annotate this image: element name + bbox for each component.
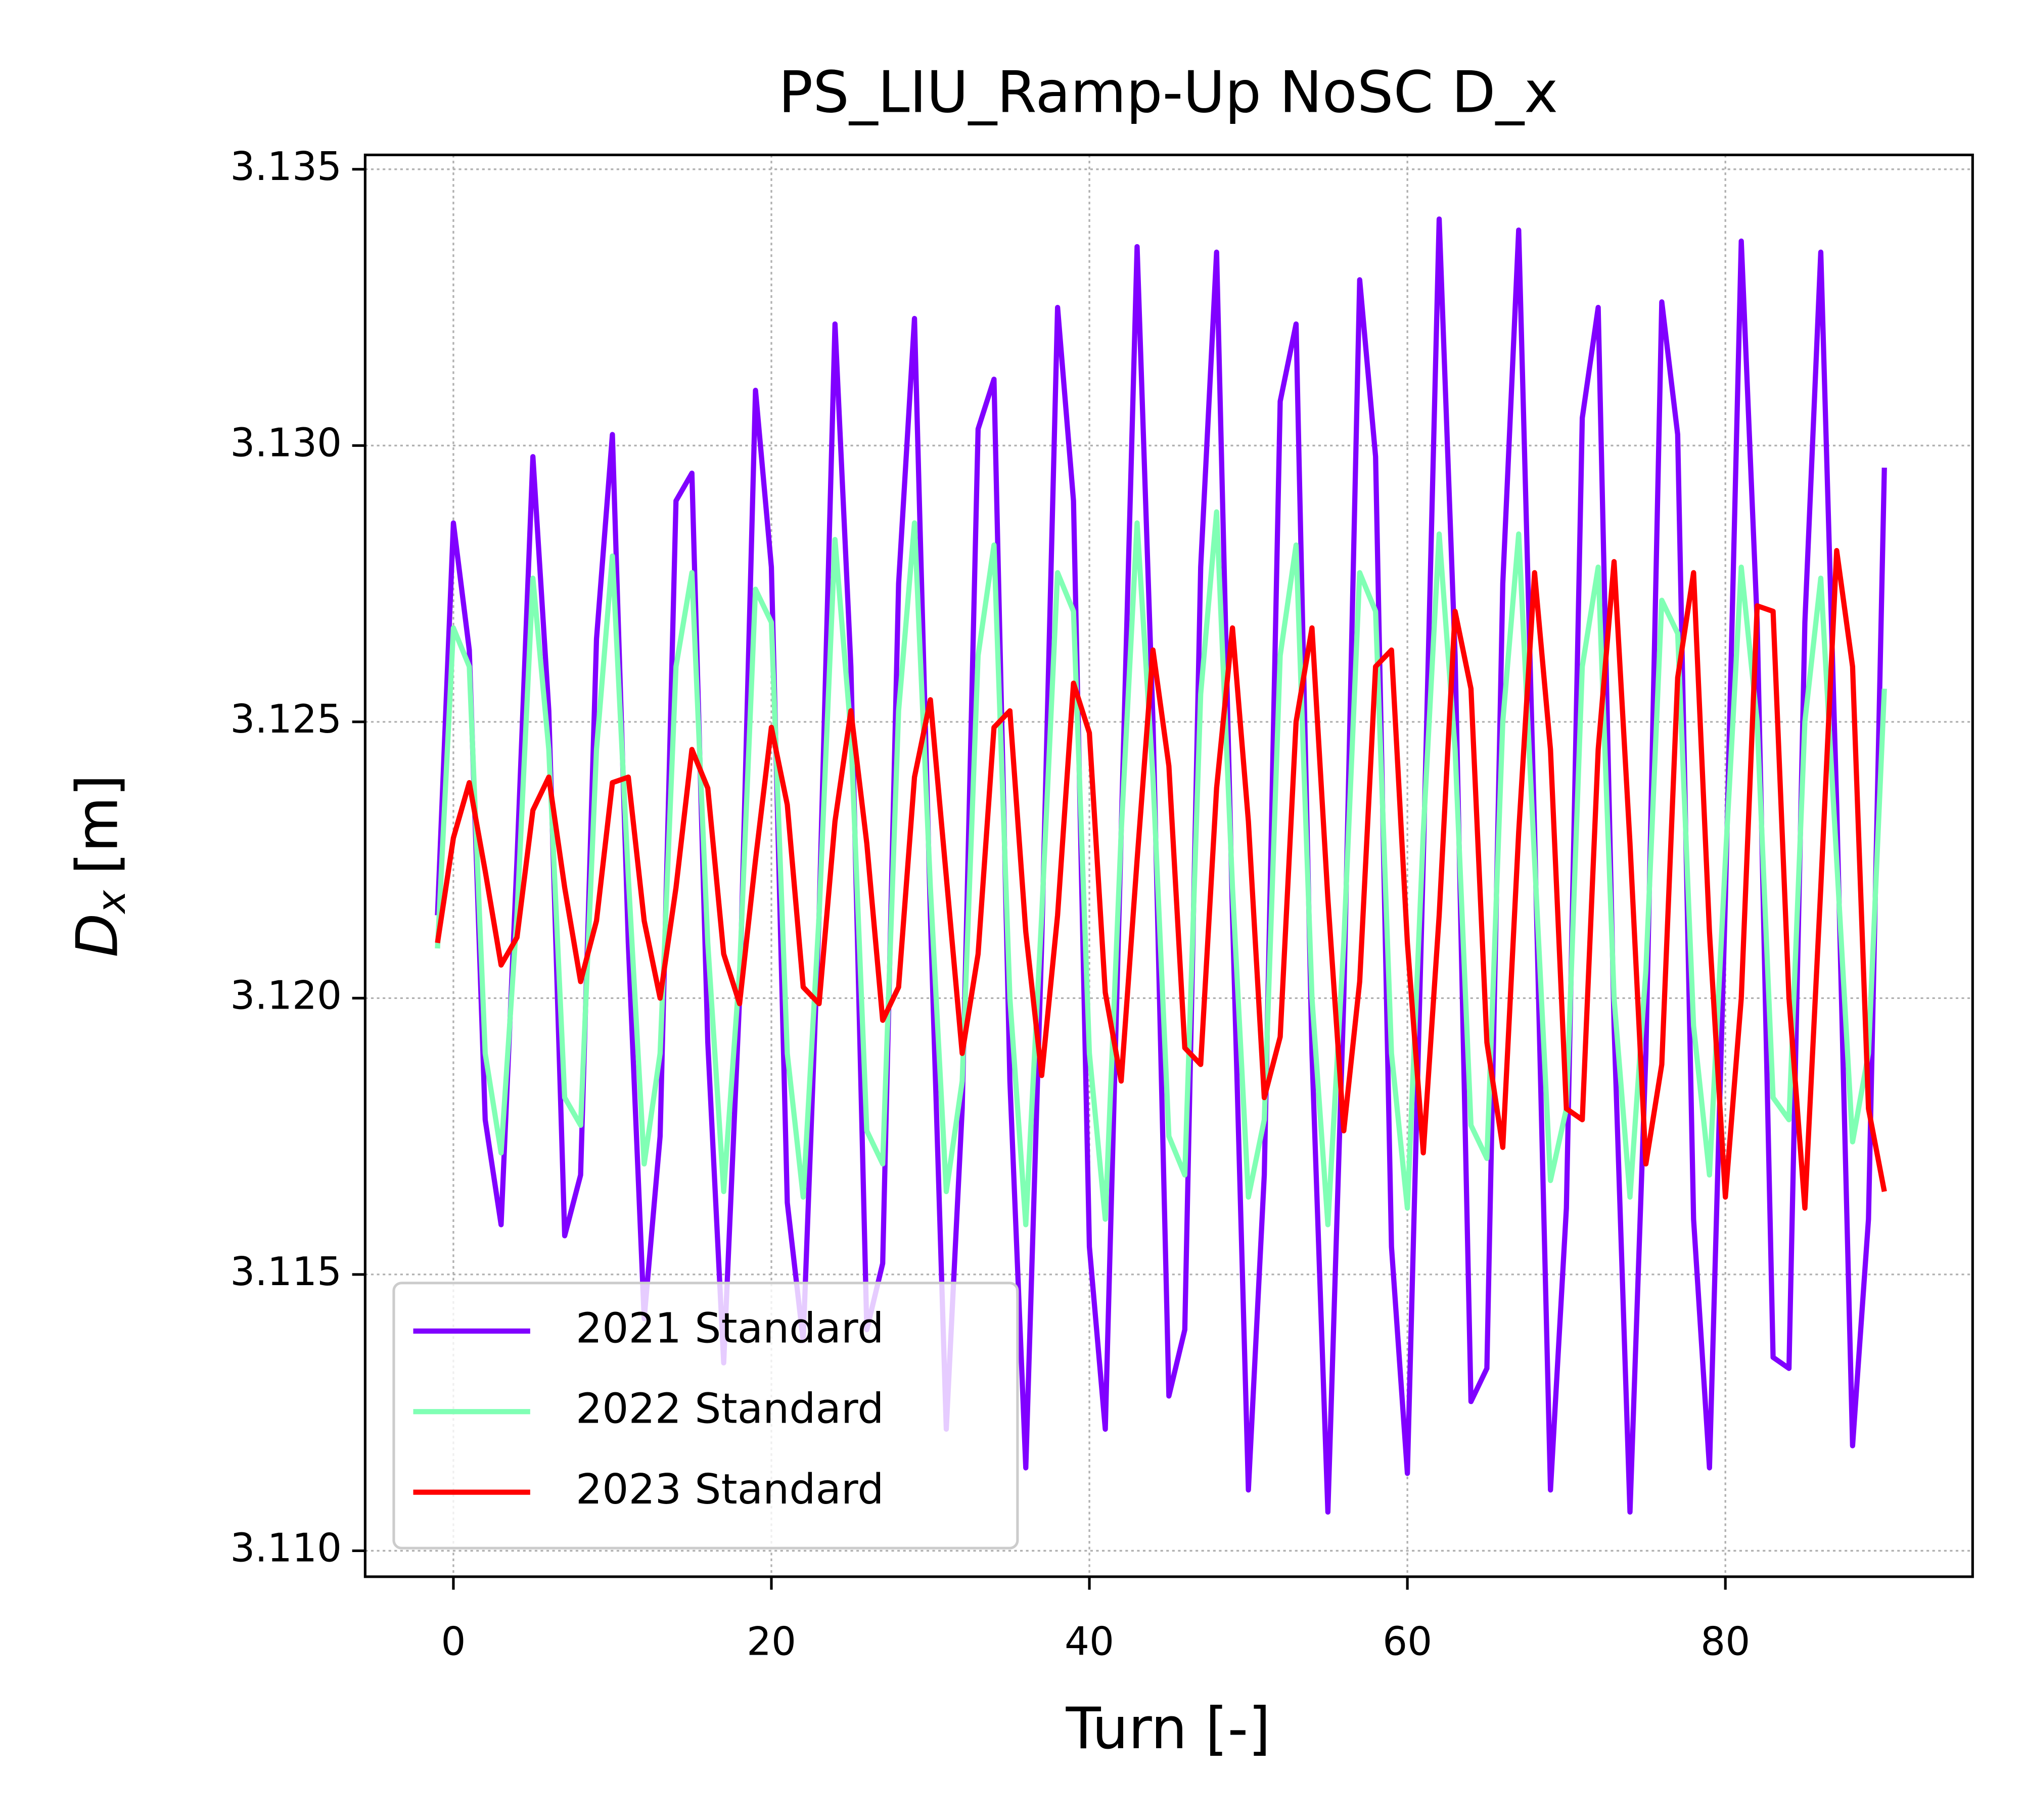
legend-label: 2023 Standard: [576, 1466, 884, 1514]
y-tick-label: 3.125: [230, 697, 342, 742]
series-line: [435, 548, 1887, 1211]
y-tick-label: 3.130: [230, 420, 342, 466]
x-tick-label: 60: [1383, 1619, 1432, 1664]
x-axis-label: Turn [-]: [1066, 1695, 1271, 1762]
y-label-subscript: x: [89, 890, 134, 915]
y-label-symbol: D: [64, 914, 130, 958]
x-tick-label: 20: [747, 1619, 796, 1664]
x-tick-label: 40: [1065, 1619, 1114, 1664]
legend-label: 2021 Standard: [576, 1304, 884, 1352]
legend-label: 2022 Standard: [576, 1385, 884, 1433]
legend-box: [392, 1282, 1019, 1550]
series-line: [435, 509, 1887, 1227]
y-label-unit: [m]: [64, 775, 130, 875]
chart-title: PS_LIU_Ramp-Up NoSC D_x: [778, 59, 1558, 125]
x-tick-label: 0: [441, 1619, 466, 1664]
x-tick-label: 80: [1701, 1619, 1750, 1664]
y-tick-label: 3.115: [230, 1249, 342, 1295]
y-axis-label: Dx [m]: [64, 775, 134, 958]
y-tick-label: 3.135: [230, 144, 342, 190]
y-tick-label: 3.110: [230, 1525, 342, 1571]
y-tick-label: 3.120: [230, 973, 342, 1018]
plot-frame: [363, 153, 1974, 1578]
